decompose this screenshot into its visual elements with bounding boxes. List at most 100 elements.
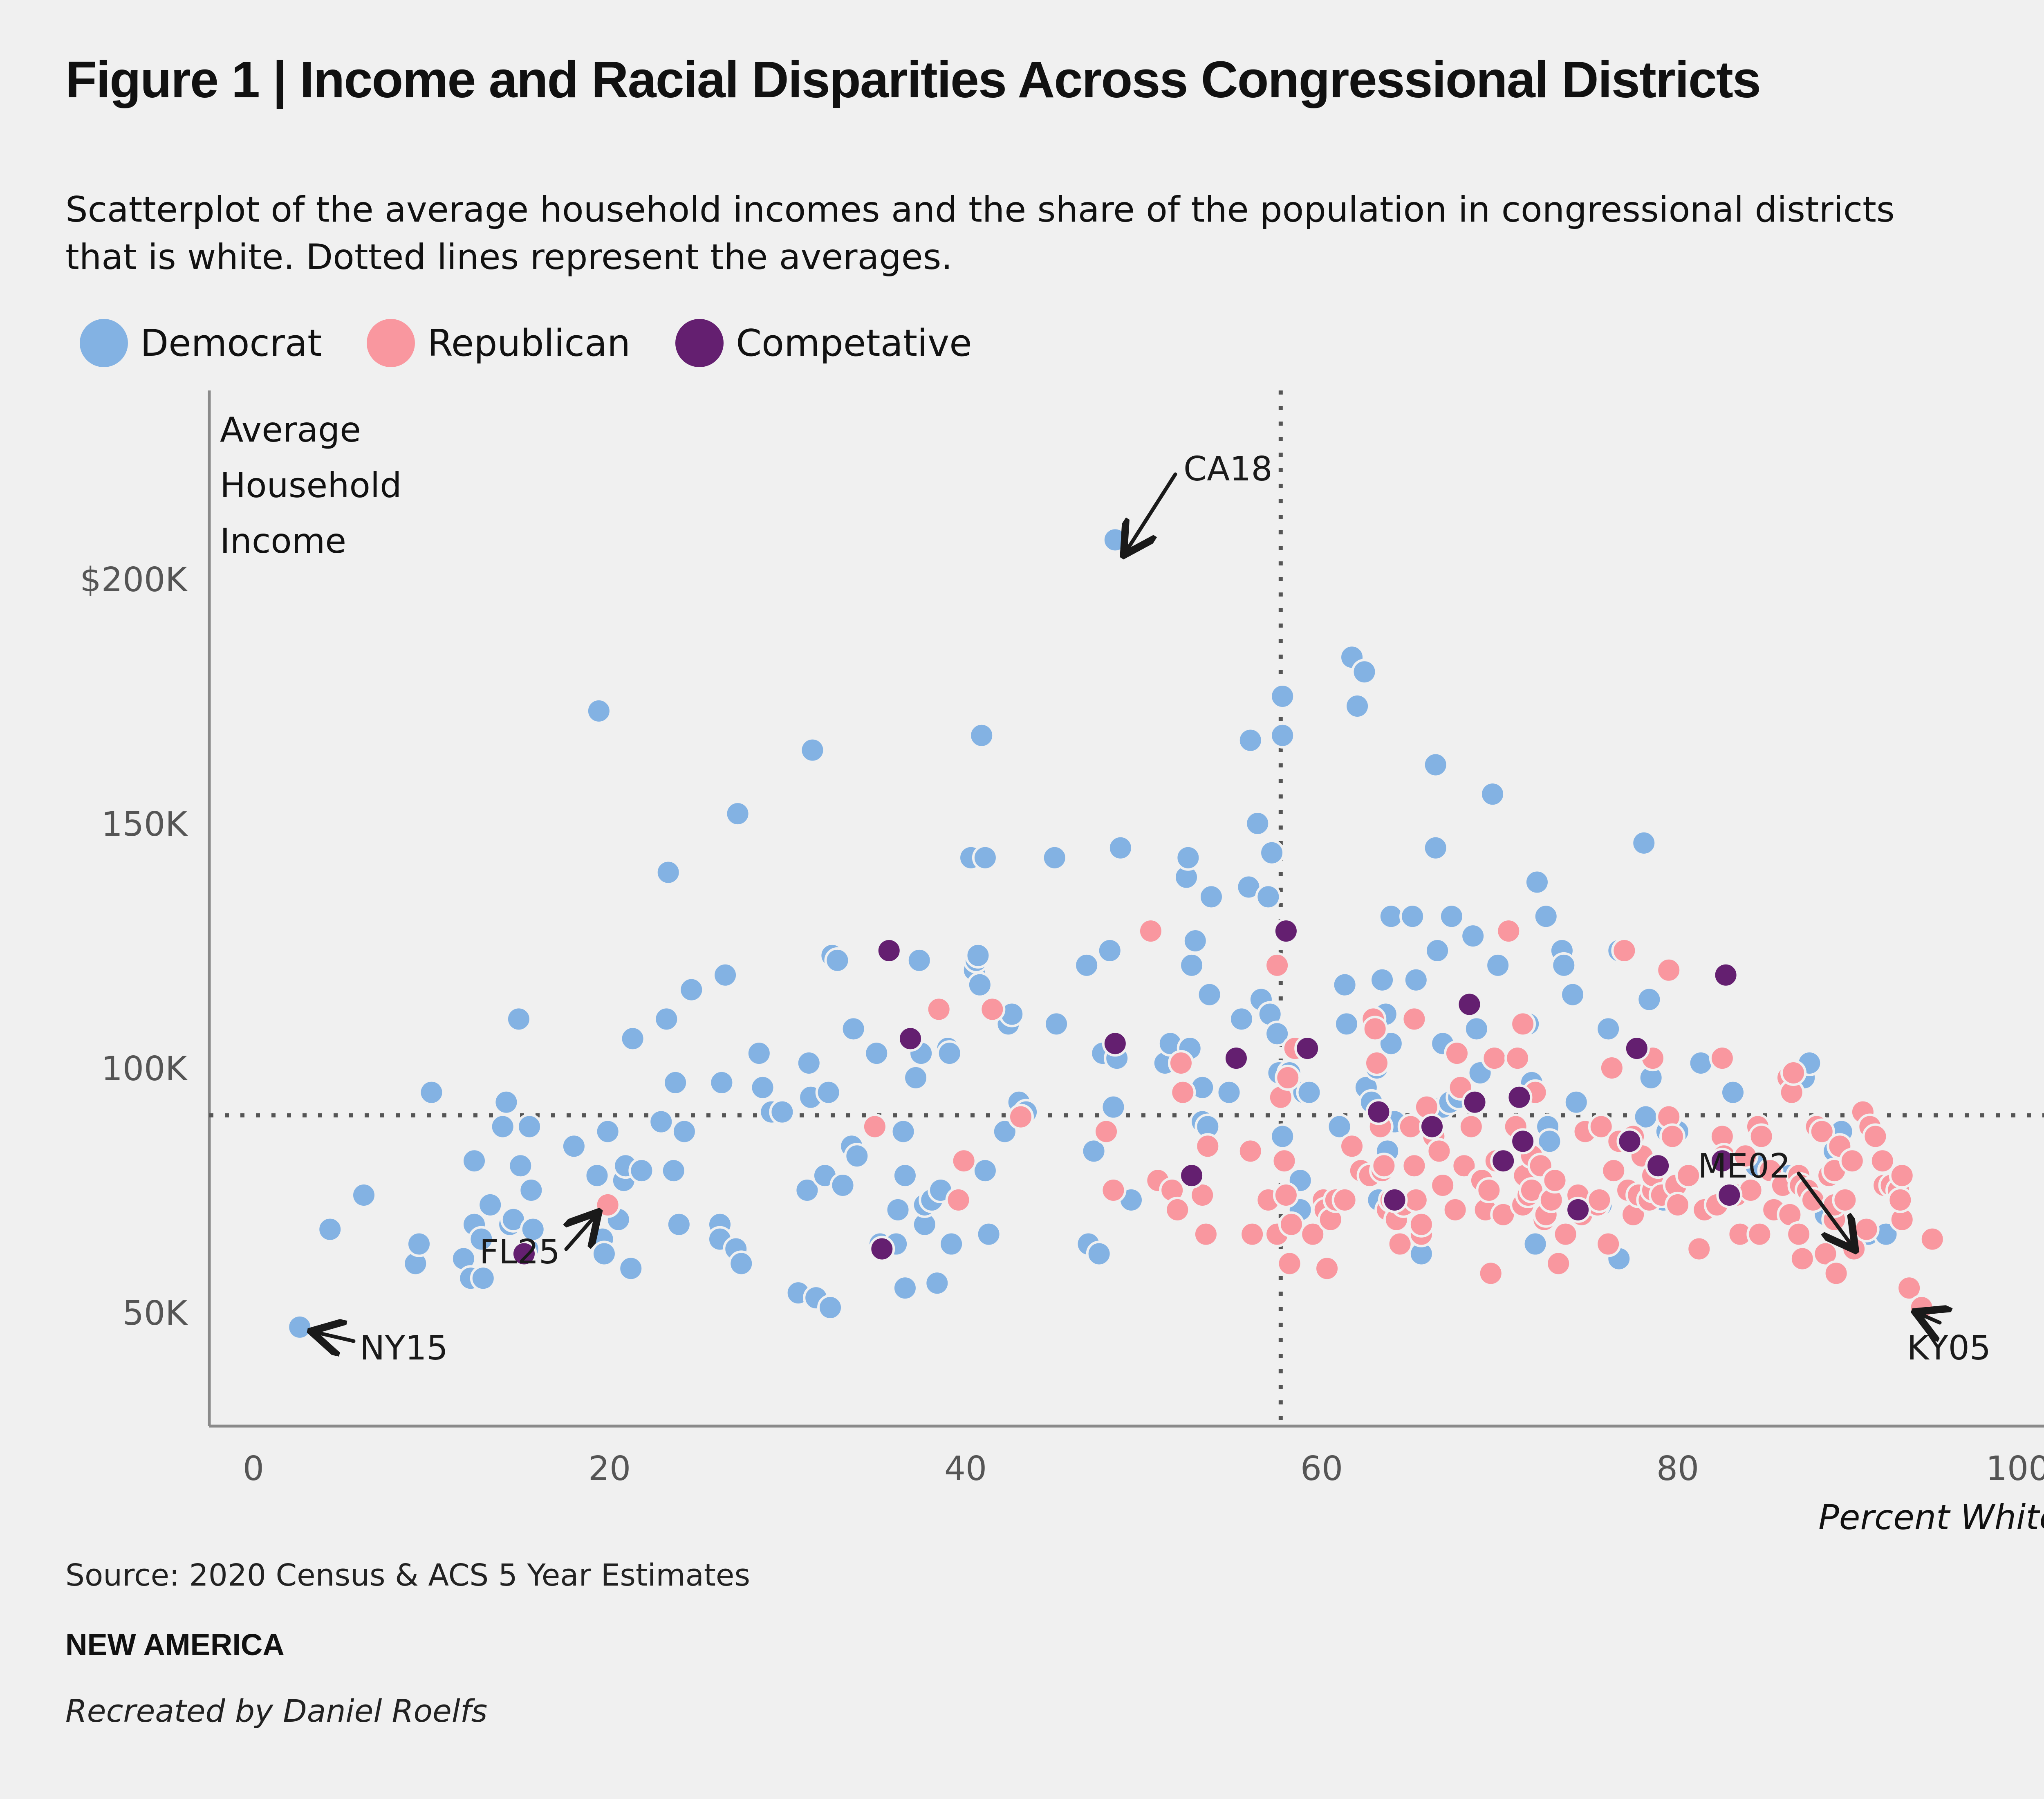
democrat-point [1296, 1079, 1322, 1106]
democrat-point [560, 1133, 587, 1160]
republican-point [1600, 1157, 1627, 1184]
democrat-point [287, 1314, 313, 1340]
democrat-point [1438, 903, 1465, 930]
y-tick-label: 150K [101, 805, 188, 844]
democrat-point [1351, 659, 1378, 685]
democrat-point [493, 1089, 520, 1115]
republican-point [1339, 1133, 1365, 1160]
republican-point [1137, 918, 1164, 944]
democrat-point [1102, 527, 1128, 553]
democrat-point [1595, 1016, 1622, 1042]
annotation-label: CA18 [1183, 450, 1273, 489]
democrat-point [1237, 727, 1264, 754]
democrat-point [678, 976, 705, 1003]
republican-point [1189, 1182, 1216, 1208]
democrat-point [1424, 937, 1451, 964]
republican-point [1675, 1162, 1702, 1189]
democrat-point [1182, 928, 1208, 954]
democrat-point [1422, 834, 1449, 861]
data-points [287, 527, 1945, 1340]
democrat-point [1563, 1089, 1589, 1115]
competative-point [1381, 1187, 1408, 1213]
republican-point [1387, 1231, 1413, 1257]
credit-note: Recreated by Daniel Roelfs [65, 1693, 488, 1729]
democrat-point [1196, 981, 1223, 1008]
republican-point [1476, 1177, 1502, 1203]
republican-point [1656, 957, 1682, 983]
republican-point [1093, 1118, 1120, 1145]
republican-point [1552, 1221, 1579, 1247]
republican-point [1408, 1211, 1434, 1238]
democrat-point [1560, 981, 1586, 1008]
legend-item-democrat: Democrat [80, 319, 322, 367]
democrat-point [507, 1153, 534, 1179]
democrat-point [799, 737, 826, 763]
republican-point [1481, 1045, 1508, 1072]
democrat-point [1264, 1021, 1291, 1047]
competative-point [1709, 1148, 1735, 1174]
competative-point [1223, 1045, 1249, 1072]
competative-swatch [675, 319, 724, 367]
republican-point [1659, 1123, 1685, 1150]
democrat-point [708, 1069, 735, 1096]
legend-item-competative: Competative [675, 319, 972, 367]
x-tick-label: 80 [1656, 1449, 1699, 1488]
annotation-label: FL25 [480, 1233, 560, 1272]
democrat-point [1107, 834, 1134, 861]
republican-point [1331, 1187, 1358, 1213]
x-tick-label: 20 [588, 1449, 631, 1488]
source-note: Source: 2020 Census & ACS 5 Year Estimat… [65, 1558, 751, 1593]
annotation-arrow [1125, 472, 1177, 552]
republican-point [1362, 1016, 1388, 1042]
democrat-point [885, 1196, 911, 1223]
democrat-point [796, 1050, 822, 1077]
competative-point [1294, 1035, 1321, 1062]
republican-point [1595, 1231, 1622, 1257]
republican-point [1237, 1138, 1264, 1164]
legend-label: Competative [736, 321, 972, 365]
republican-point [1889, 1162, 1915, 1189]
chart-subtitle: Scatterplot of the average household inc… [65, 189, 1895, 278]
competative-point [1179, 1162, 1205, 1189]
democrat-point [1631, 830, 1657, 856]
republican-point [1896, 1275, 1923, 1301]
democrat-point [317, 1216, 343, 1243]
democrat-point [906, 947, 932, 974]
republican-point [1442, 1196, 1468, 1223]
democrat-point [1524, 869, 1550, 895]
competative-point [1461, 1089, 1488, 1115]
y-axis-title-line: Household [220, 465, 402, 505]
democrat-swatch [80, 319, 128, 367]
democrat-point [1269, 1123, 1296, 1150]
democrat-point [1086, 1240, 1112, 1267]
republican-point [1100, 1177, 1127, 1203]
republican-swatch [367, 319, 415, 367]
democrat-point [1179, 952, 1205, 978]
republican-point [1451, 1153, 1477, 1179]
republican-point [1239, 1221, 1266, 1247]
democrat-point [1269, 722, 1296, 749]
democrat-point [1522, 1231, 1549, 1257]
republican-point [1598, 1055, 1625, 1081]
democrat-point [815, 1079, 842, 1106]
competative-point [876, 937, 902, 964]
republican-point [1264, 952, 1291, 978]
democrat-point [863, 1040, 890, 1067]
democrat-point [351, 1182, 377, 1208]
democrat-point [461, 1148, 488, 1174]
competative-point [897, 1025, 923, 1052]
democrat-point [712, 962, 739, 988]
democrat-point [1399, 903, 1426, 930]
annotation-label: NY15 [360, 1329, 448, 1368]
x-tick-label: 40 [944, 1449, 987, 1488]
democrat-point [966, 971, 993, 998]
democrat-point [817, 1294, 844, 1321]
democrat-point [1720, 1079, 1746, 1106]
democrat-point [1198, 884, 1224, 910]
democrat-point [1378, 1030, 1404, 1057]
democrat-point [991, 1118, 1018, 1145]
competative-point [1456, 991, 1483, 1018]
competative-point [1102, 1030, 1128, 1057]
competative-point [1565, 1196, 1591, 1223]
